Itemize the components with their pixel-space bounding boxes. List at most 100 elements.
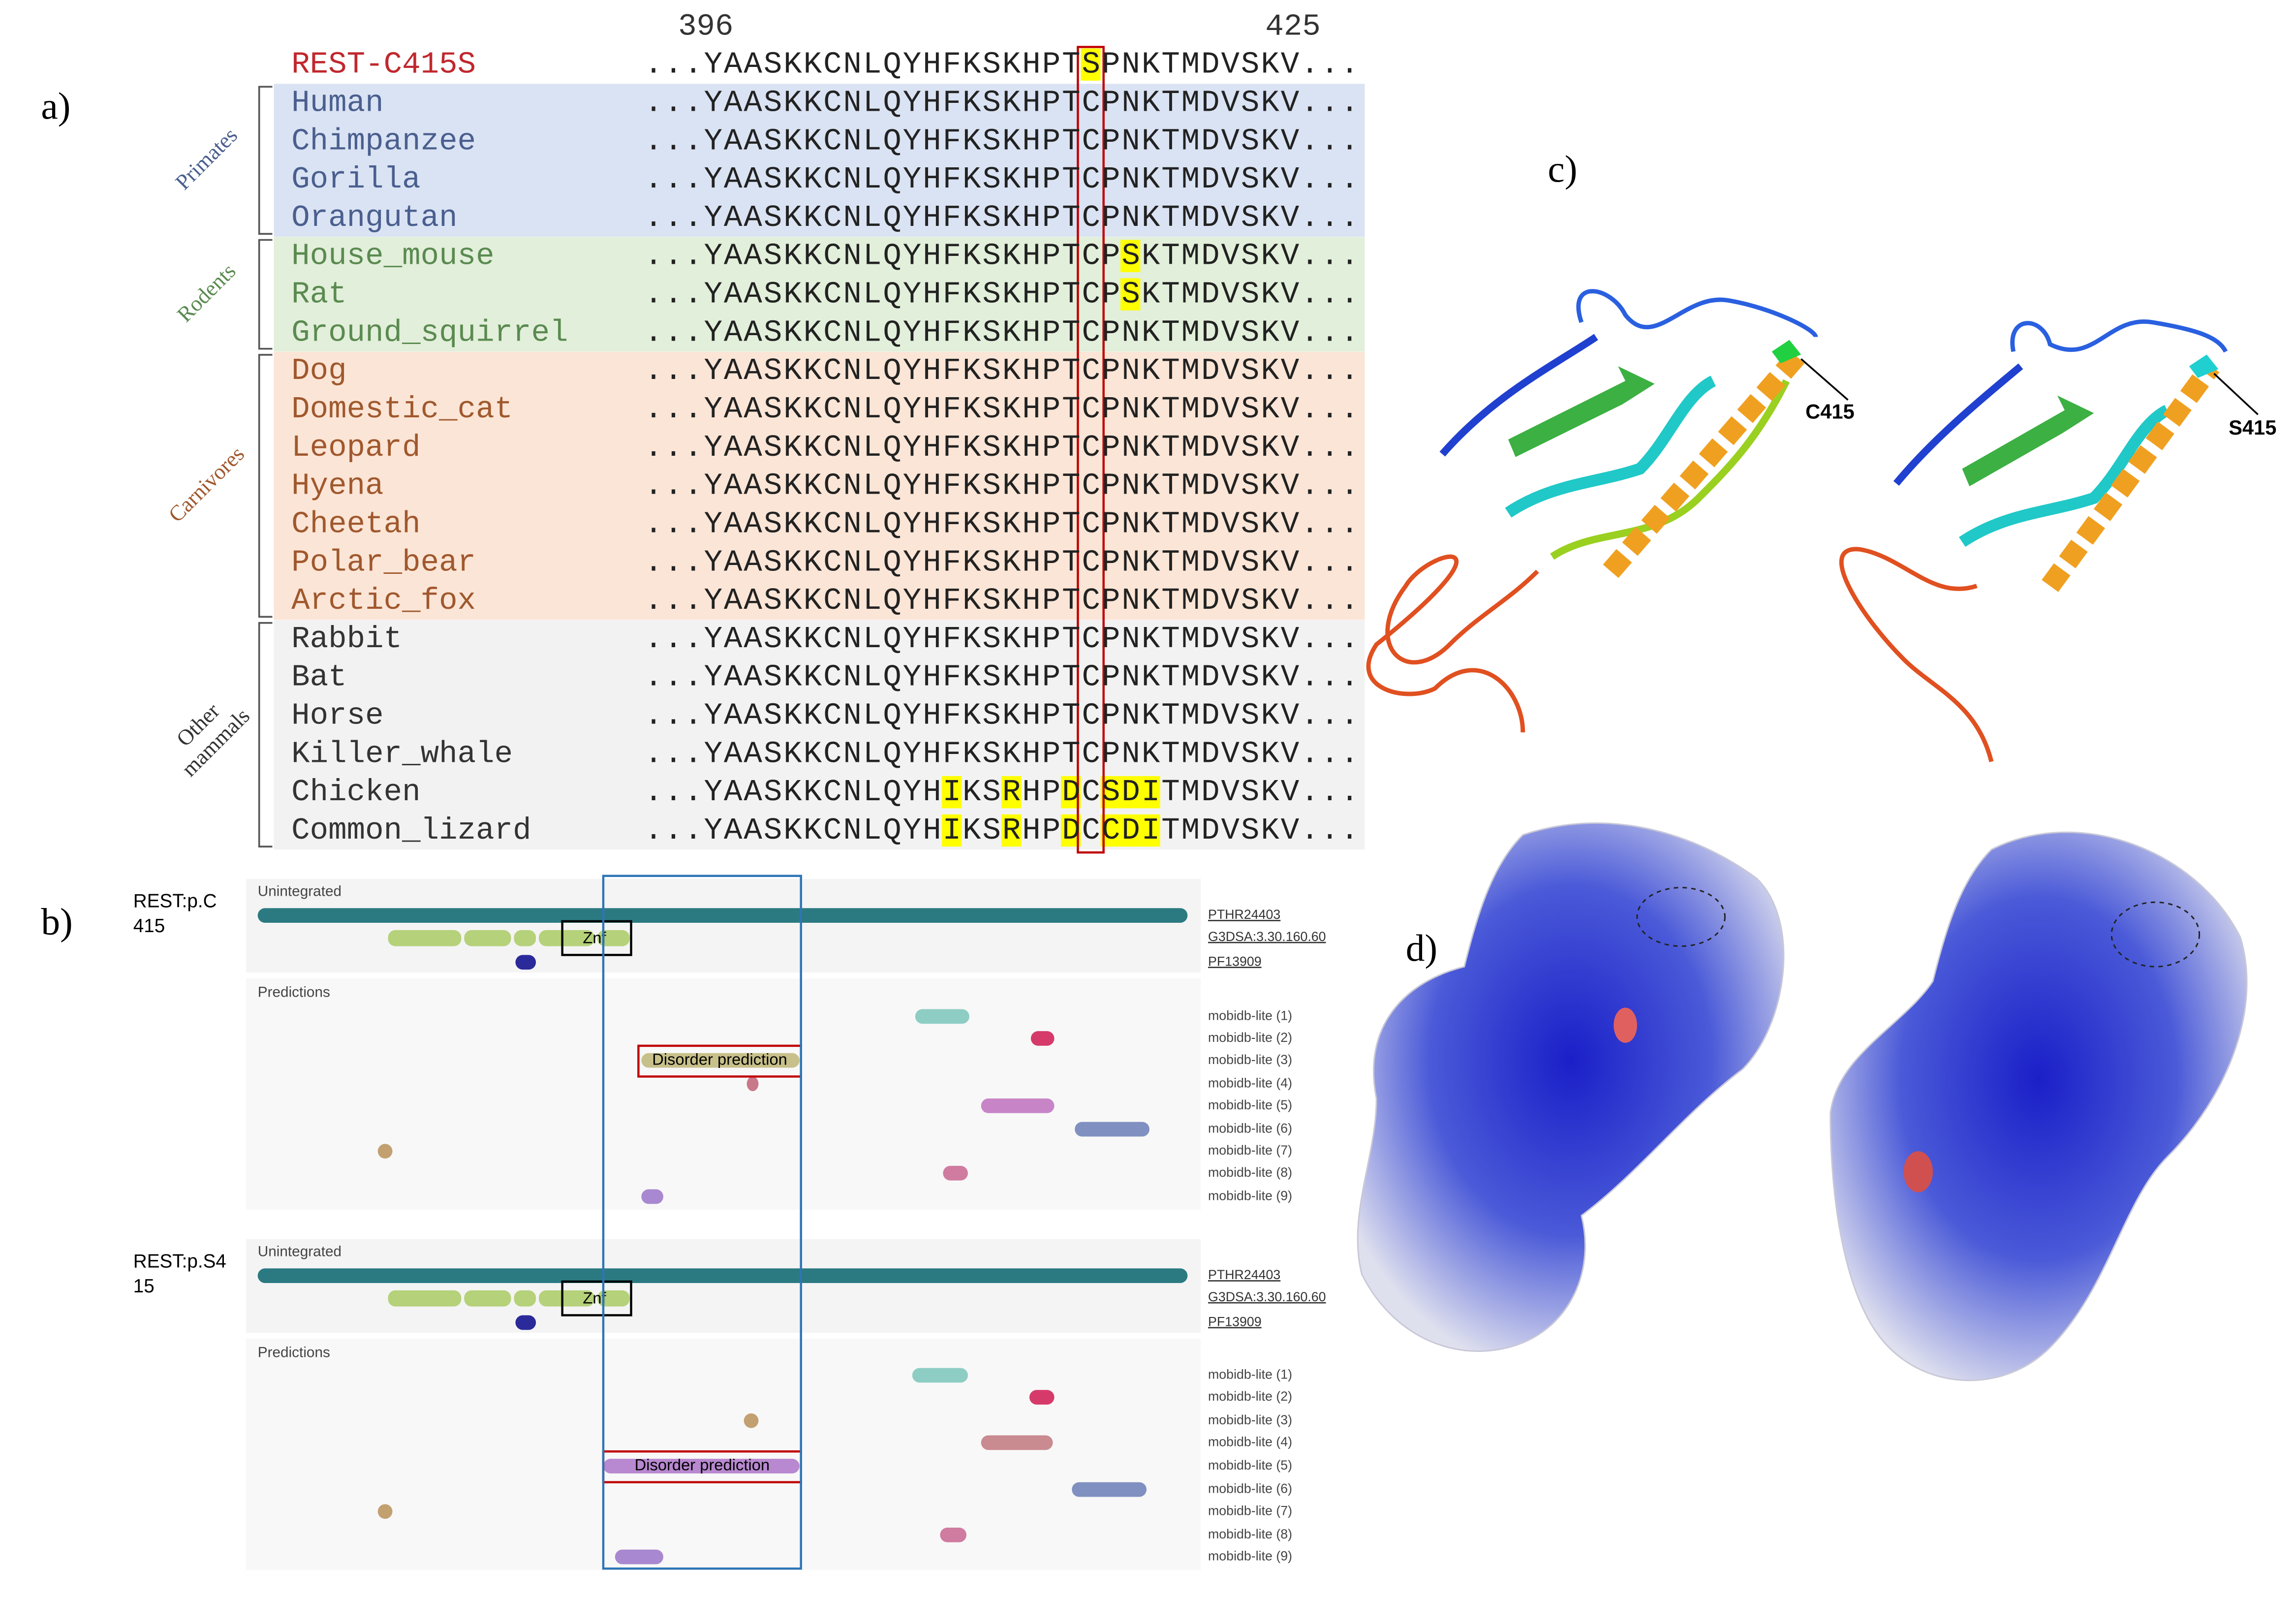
- group-background: [274, 237, 1365, 352]
- prediction-bar: [1029, 1390, 1055, 1405]
- prediction-bar: [981, 1435, 1053, 1450]
- species-name: Arctic_fox: [291, 583, 476, 618]
- domain-panel: REST:p.C 415UnintegratedPredictionsZnfPTH…: [133, 875, 1326, 1570]
- track-label-line: 415: [133, 915, 165, 937]
- mobidb-label: mobidb-lite (8): [1208, 1165, 1292, 1180]
- domain-segment: [539, 1290, 595, 1307]
- alignment-panel: Primates Rodents Carnivores Othermammals 396…: [163, 9, 1365, 854]
- predictions-bg: [246, 1339, 1201, 1570]
- mobidb-label: mobidb-lite (1): [1208, 1008, 1292, 1023]
- prediction-bar: [377, 1504, 393, 1519]
- domain-segment: [464, 930, 511, 946]
- prediction-bar: [744, 1413, 759, 1428]
- mobidb-label: mobidb-lite (1): [1208, 1367, 1292, 1382]
- prediction-bar: [940, 1527, 967, 1542]
- highlight: [1120, 776, 1141, 809]
- mobidb-label: mobidb-lite (4): [1208, 1075, 1292, 1090]
- group-background: [274, 84, 1365, 237]
- species-name: Orangutan: [291, 200, 457, 235]
- mobidb-label: mobidb-lite (3): [1208, 1052, 1292, 1067]
- species-name: Horse: [291, 698, 383, 733]
- panel-label: d): [1406, 927, 1437, 969]
- track-label-line: 15: [133, 1276, 155, 1297]
- highlight: [942, 814, 962, 847]
- highlight: [1120, 240, 1141, 272]
- highlight: [1001, 776, 1022, 809]
- group-label: Rodents: [172, 258, 241, 327]
- group-bracket: [258, 354, 273, 618]
- species-name: Bat: [291, 660, 347, 695]
- panel-label: b): [41, 901, 72, 943]
- domain-segment: [597, 930, 630, 946]
- mobidb-label: mobidb-lite (9): [1208, 1188, 1292, 1203]
- family-bar: [257, 908, 1188, 923]
- mobidb-label: mobidb-lite (9): [1208, 1549, 1292, 1564]
- domain-segment: [514, 1290, 536, 1307]
- prediction-bar: [981, 1098, 1055, 1113]
- mobidb-label: mobidb-lite (7): [1208, 1143, 1292, 1158]
- section-label: Predictions: [258, 984, 330, 1001]
- domain-segment: [597, 1290, 630, 1307]
- track-label-line: REST:p.S4: [133, 1251, 226, 1272]
- focus-box: [602, 875, 802, 1570]
- highlight: [1081, 48, 1101, 81]
- species-name: Chimpanzee: [291, 124, 476, 158]
- znf-box: [561, 920, 632, 956]
- mobidb-label: mobidb-lite (4): [1208, 1434, 1292, 1449]
- highlight: [942, 776, 962, 809]
- prediction-bar: [603, 1459, 800, 1473]
- mobidb-label: mobidb-lite (2): [1208, 1389, 1292, 1404]
- prediction-bar: [615, 1549, 664, 1565]
- prediction-bar: [943, 1165, 968, 1181]
- position-label: 425: [1265, 9, 1321, 44]
- species-name: REST-C415S: [291, 47, 476, 82]
- structure-panel: C415 S415: [1366, 289, 2276, 762]
- species-name: Polar_bear: [291, 545, 476, 580]
- species-name: Common_lizard: [291, 813, 531, 848]
- domain-segment: [388, 1290, 462, 1307]
- species-name: Human: [291, 85, 383, 120]
- track-label-line: REST:p.C: [133, 891, 217, 912]
- entry-label: PTHR24403: [1208, 907, 1280, 922]
- domain-segment: [388, 930, 462, 946]
- prediction-bar: [377, 1144, 393, 1159]
- prediction-bar: [915, 1009, 969, 1024]
- entry-label: G3DSA:3.30.160.60: [1208, 929, 1326, 944]
- site-box: [1077, 46, 1105, 854]
- surface-panel: [1357, 822, 2248, 1381]
- domain-segment: [539, 930, 595, 946]
- species-name: Leopard: [291, 430, 420, 465]
- species-name: Cheetah: [291, 506, 420, 541]
- species-name: Rabbit: [291, 622, 402, 657]
- prediction-bar: [1072, 1482, 1147, 1497]
- domain-segment: [464, 1290, 511, 1307]
- highlight: [1001, 814, 1022, 847]
- track-label: REST:p.S4 15: [133, 1251, 226, 1297]
- group-background: [274, 351, 1365, 620]
- prediction-bar: [641, 1053, 800, 1068]
- unintegrated-bg: [246, 1239, 1201, 1333]
- panel-label: a): [41, 85, 70, 127]
- mobidb-label: mobidb-lite (7): [1208, 1503, 1292, 1518]
- family-bar: [257, 1268, 1188, 1283]
- prediction-bar: [746, 1076, 759, 1092]
- section-label: Predictions: [258, 1345, 330, 1361]
- disorder-label: Disorder prediction: [652, 1050, 787, 1068]
- group-label: Primates: [170, 123, 242, 194]
- pfam-bar: [515, 1315, 536, 1330]
- panel-label: c): [1548, 148, 1577, 190]
- group-bracket: [258, 239, 273, 350]
- residue-label: C415: [1805, 400, 1855, 423]
- highlight: [1140, 776, 1160, 809]
- highlight: [1140, 814, 1160, 847]
- species-name: House_mouse: [291, 239, 494, 274]
- species-name: Dog: [291, 353, 347, 388]
- mobidb-label: mobidb-lite (6): [1208, 1481, 1292, 1496]
- species-name: Killer_whale: [291, 736, 513, 771]
- entry-label: PF13909: [1208, 954, 1262, 969]
- entry-label: PTHR24403: [1208, 1267, 1280, 1282]
- position-label: 396: [678, 9, 734, 44]
- species-name: Ground_squirrel: [291, 315, 568, 350]
